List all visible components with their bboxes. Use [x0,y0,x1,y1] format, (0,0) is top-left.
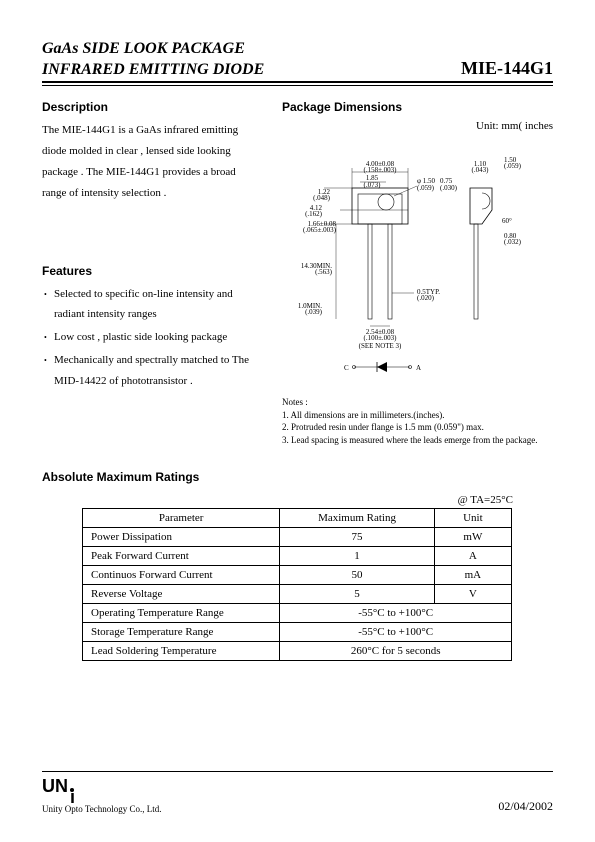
ratings-table: Parameter Maximum Rating Unit Power Diss… [82,508,512,661]
footer-row: UN i Unity Opto Technology Co., Ltd. 02/… [42,776,553,814]
header-row: INFRARED EMITTING DIODE MIE-144G1 [42,58,553,83]
cell: 260°C for 5 seconds [280,642,512,661]
ratings-condition: @ TA=25°C [42,494,513,506]
table-row: Parameter Maximum Rating Unit [83,509,512,528]
ratings-title: Absolute Maximum Ratings [42,470,553,484]
right-column: Package Dimensions Unit: mm( inches [282,100,553,446]
anode-label: A [416,364,421,372]
features-title: Features [42,264,262,278]
dim-leadgap-in: (.039) [305,308,323,316]
dim-side-d-in: (.059) [504,162,522,170]
cathode-label: C [344,364,349,372]
company-name: Unity Opto Technology Co., Ltd. [42,804,161,814]
dim-side-t-in: (.043) [472,166,490,174]
cell: V [434,585,511,604]
dim-back-in: (.032) [504,238,522,246]
cell: -55°C to +100°C [280,623,512,642]
cell: mW [434,528,511,547]
table-row: Storage Temperature Range-55°C to +100°C [83,623,512,642]
logo-i-icon: i [70,788,74,803]
cell: -55°C to +100°C [280,604,512,623]
cell: Operating Temperature Range [83,604,280,623]
company-logo: UN i [42,776,161,803]
cell: A [434,547,511,566]
dim-dia-in: (.059) [417,184,435,192]
left-column: Description The MIE-144G1 is a GaAs infr… [42,100,262,446]
col-unit: Unit [434,509,511,528]
dim-hseg-in: (.048) [313,194,331,202]
note-ref: (SEE NOTE 3) [359,342,402,350]
header-underline [42,85,553,86]
cell: Continuos Forward Current [83,566,280,585]
cell: Power Dissipation [83,528,280,547]
table-row: Operating Temperature Range-55°C to +100… [83,604,512,623]
table-row: Power Dissipation75mW [83,528,512,547]
package-notes: Notes : 1. All dimensions are in millime… [282,396,553,446]
dim-angle: 60° [502,217,512,225]
dim-leadlen-in: (.563) [315,268,333,276]
col-param: Parameter [83,509,280,528]
description-text: The MIE-144G1 is a GaAs infrared emittin… [42,120,262,204]
notes-title: Notes : [282,396,553,409]
dim-hlower-in: (.065±.003) [303,226,337,234]
doc-title-line1: GaAs SIDE LOOK PACKAGE [42,40,553,58]
note-item: 2. Protruded resin under flange is 1.5 m… [282,421,553,434]
dim-htotal-in: (.162) [305,210,323,218]
table-row: Peak Forward Current1A [83,547,512,566]
cell: 1 [280,547,434,566]
feature-item: Selected to specific on-line intensity a… [42,284,262,326]
dim-offset-in: (.030) [440,184,458,192]
note-item: 1. All dimensions are in millimeters.(in… [282,409,553,422]
description-title: Description [42,100,262,114]
part-number: MIE-144G1 [461,58,553,79]
table-row: Continuos Forward Current50mA [83,566,512,585]
cell: mA [434,566,511,585]
footer-date: 02/04/2002 [498,799,553,814]
package-dims-title: Package Dimensions [282,100,553,114]
footer-rule [42,771,553,772]
cell: Peak Forward Current [83,547,280,566]
cell: 75 [280,528,434,547]
logo-text: UN [42,776,68,797]
dim-inner-in: (.073) [364,181,382,189]
cell: 50 [280,566,434,585]
col-rating: Maximum Rating [280,509,434,528]
table-row: Reverse Voltage5V [83,585,512,604]
feature-item: Mechanically and spectrally matched to T… [42,350,262,392]
cell: Reverse Voltage [83,585,280,604]
unit-label: Unit: mm( inches [282,120,553,132]
doc-title-line2: INFRARED EMITTING DIODE [42,61,461,79]
package-diagram: 4.00±0.08 (.158±.003) 1.85 (.073) φ 1.50… [282,138,542,388]
note-item: 3. Lead spacing is measured where the le… [282,434,553,447]
table-row: Lead Soldering Temperature260°C for 5 se… [83,642,512,661]
page-footer: UN i Unity Opto Technology Co., Ltd. 02/… [42,771,553,814]
dim-width-in: (.158±.003) [363,166,397,174]
ratings-section: Absolute Maximum Ratings @ TA=25°C Param… [42,470,553,661]
footer-left: UN i Unity Opto Technology Co., Ltd. [42,776,161,814]
dim-pitch-in: (.100±.003) [363,334,397,342]
main-two-col: Description The MIE-144G1 is a GaAs infr… [42,100,553,446]
feature-item: Low cost , plastic side looking package [42,327,262,348]
cell: 5 [280,585,434,604]
cell: Lead Soldering Temperature [83,642,280,661]
cell: Storage Temperature Range [83,623,280,642]
features-list: Selected to specific on-line intensity a… [42,284,262,392]
dim-leadw-in: (.020) [417,294,435,302]
